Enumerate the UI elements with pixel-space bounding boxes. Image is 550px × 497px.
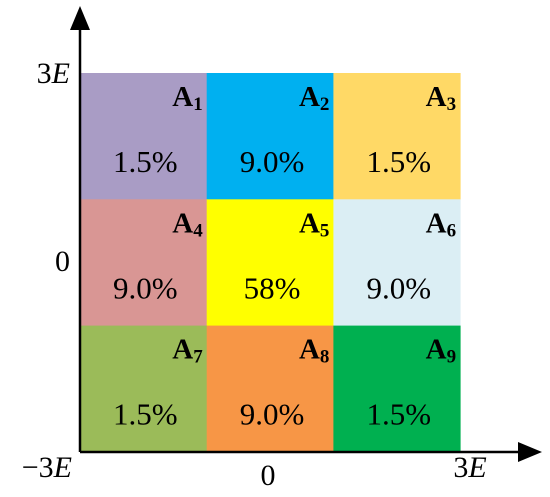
cell-percent: 1.5%: [113, 397, 178, 432]
cell: [333, 325, 461, 453]
y-top-label: 3E: [37, 57, 70, 90]
cell-percent: 9.0%: [240, 397, 305, 432]
subscript: 9: [447, 347, 457, 368]
subscript: 2: [320, 94, 330, 115]
x-left-label: −3E: [22, 451, 72, 484]
letter: A: [299, 81, 320, 113]
cell: [80, 325, 208, 453]
cell-percent: 9.0%: [113, 270, 178, 305]
letter: A: [172, 81, 193, 113]
cell-label: A7: [172, 333, 203, 368]
cell: [333, 73, 461, 200]
cell-label: A6: [426, 207, 456, 242]
grid: A11.5%A29.0%A31.5%A49.0%A558%A69.0%A71.5…: [80, 73, 461, 453]
subscript: 8: [320, 347, 330, 368]
y-mid-label: 0: [55, 245, 70, 278]
letter: A: [426, 81, 447, 113]
subscript: 3: [447, 94, 457, 115]
subscript: 6: [447, 221, 457, 242]
cell-percent: 1.5%: [366, 144, 431, 179]
letter: A: [426, 333, 447, 365]
cell-label: A5: [299, 207, 329, 242]
letter: A: [172, 207, 193, 239]
cell-percent: 1.5%: [366, 397, 431, 432]
cell: [206, 325, 334, 453]
sym: E: [467, 451, 486, 484]
coef: 3: [453, 451, 468, 484]
cell-percent: 9.0%: [366, 270, 431, 305]
subscript: 4: [193, 221, 203, 242]
sym: E: [51, 57, 70, 90]
subscript: 7: [193, 347, 203, 368]
cell: [333, 199, 461, 327]
cell: [80, 73, 208, 200]
y-arrow: [70, 6, 90, 30]
cell-label: A4: [172, 207, 203, 242]
cell-percent: 1.5%: [113, 144, 178, 179]
cell-label: A3: [426, 81, 456, 116]
x-mid-label: 0: [261, 459, 276, 492]
coef: −3: [22, 451, 54, 484]
cell-label: A8: [299, 333, 329, 368]
cell-percent: 9.0%: [240, 144, 305, 179]
cell-percent: 58%: [244, 270, 301, 305]
cell: [206, 199, 334, 327]
cell-label: A1: [172, 81, 202, 116]
x-right-label: 3E: [453, 451, 486, 484]
subscript: 1: [193, 94, 203, 115]
cell: [80, 199, 208, 327]
sym: E: [53, 451, 72, 484]
coef: 3: [37, 57, 52, 90]
cell-label: A9: [426, 333, 456, 368]
cell: [206, 73, 334, 200]
letter: A: [299, 333, 320, 365]
letter: A: [299, 207, 320, 239]
letter: A: [426, 207, 447, 239]
letter: A: [172, 333, 193, 365]
cell-label: A2: [299, 81, 329, 116]
x-arrow: [518, 442, 542, 462]
subscript: 5: [320, 221, 330, 242]
